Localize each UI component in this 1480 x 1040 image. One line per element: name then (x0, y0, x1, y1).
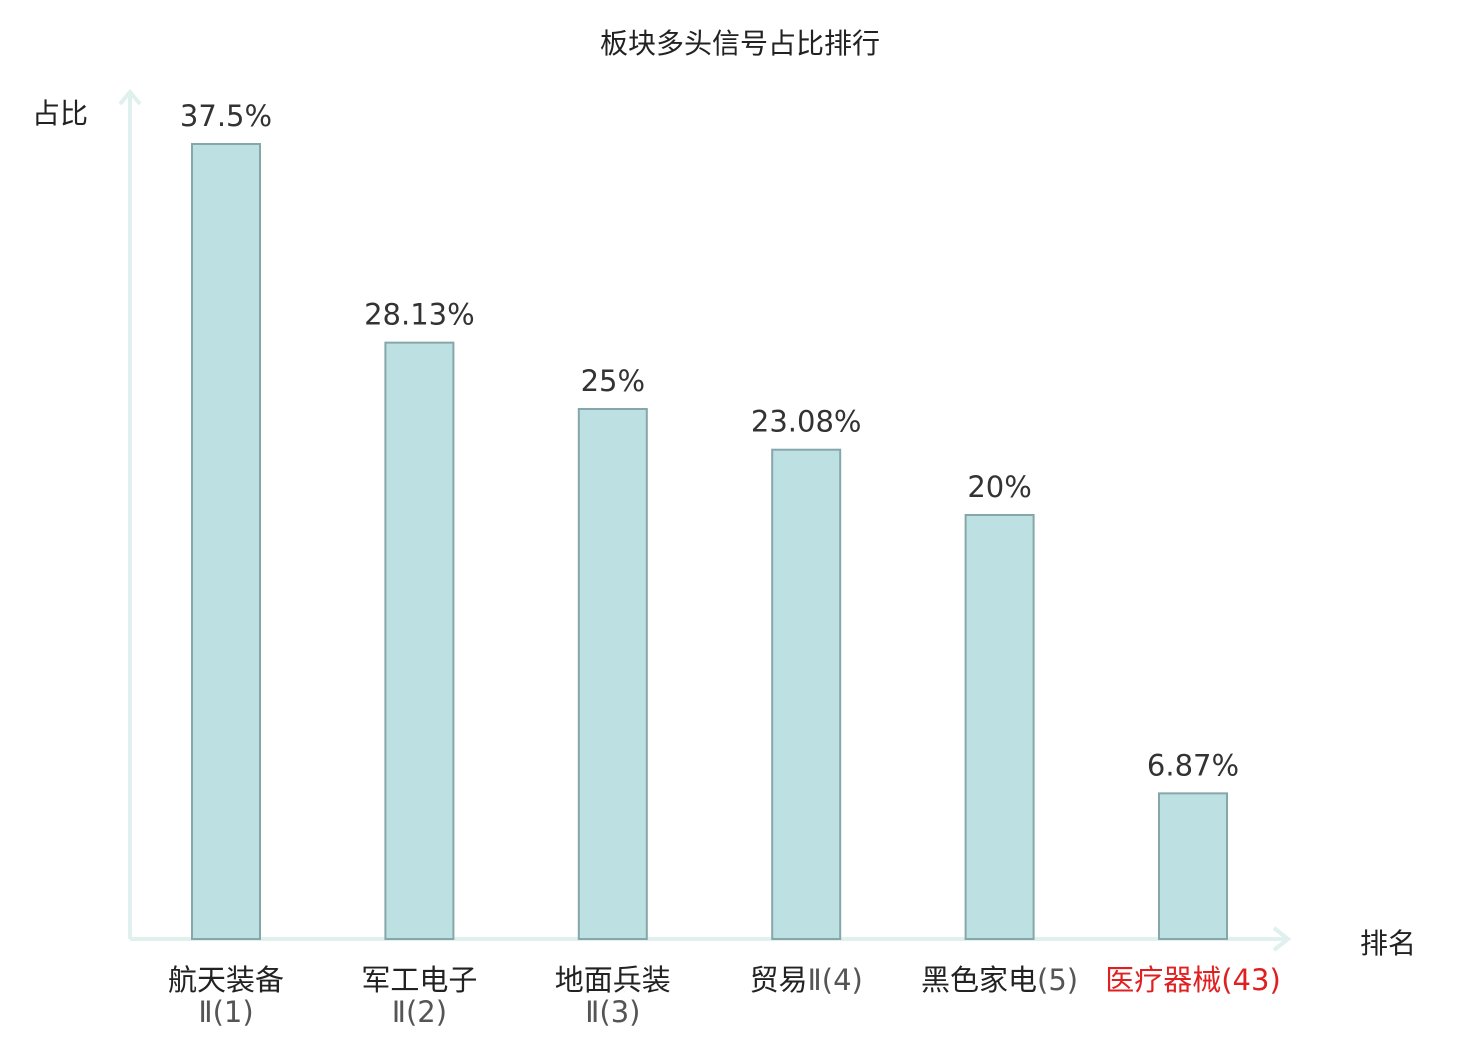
category-rank: (5) (1037, 963, 1079, 997)
y-axis-arrow (118, 88, 142, 106)
x-tick-label: 贸易Ⅱ(4) (711, 964, 901, 996)
x-tick-label: 航天装备 Ⅱ(1) (131, 964, 321, 1028)
bar (384, 341, 455, 941)
x-tick-label: 黑色家电(5) (895, 964, 1105, 996)
x-tick-label: 地面兵装 Ⅱ(3) (518, 964, 708, 1028)
bar (577, 408, 648, 940)
chart-title: 板块多头信号占比排行 (599, 27, 880, 60)
category-rank: Ⅱ(3) (585, 995, 641, 1029)
category-name: 黑色家电 (921, 963, 1038, 997)
x-tick-label: 军工电子 Ⅱ(2) (324, 964, 514, 1028)
bar (771, 448, 842, 940)
category-name: 航天装备 (167, 963, 284, 997)
x-axis-arrow (1272, 926, 1292, 952)
x-axis-label: 排名 (1360, 927, 1417, 960)
category-rank: Ⅱ(2) (391, 995, 448, 1029)
data-label: 28.13% (364, 298, 475, 332)
category-name: 地面兵装 (554, 963, 671, 997)
category-rank: Ⅱ(4) (807, 963, 863, 997)
y-axis-label: 占比 (32, 97, 89, 130)
bar (191, 143, 261, 940)
category-name: 医疗器械 (1105, 963, 1222, 997)
data-label: 23.08% (751, 405, 862, 439)
bar (1158, 792, 1228, 941)
category-rank: (43) (1221, 963, 1281, 997)
category-name: 贸易 (749, 963, 808, 997)
category-name: 军工电子 (361, 963, 478, 997)
data-label: 37.5% (180, 99, 272, 133)
data-label: 20% (967, 470, 1031, 504)
data-label: 6.87% (1147, 748, 1239, 782)
bar (964, 514, 1035, 940)
x-tick-label: 医疗器械(43) (1088, 964, 1298, 996)
data-label: 25% (581, 364, 645, 398)
category-rank: Ⅱ(1) (198, 995, 254, 1029)
